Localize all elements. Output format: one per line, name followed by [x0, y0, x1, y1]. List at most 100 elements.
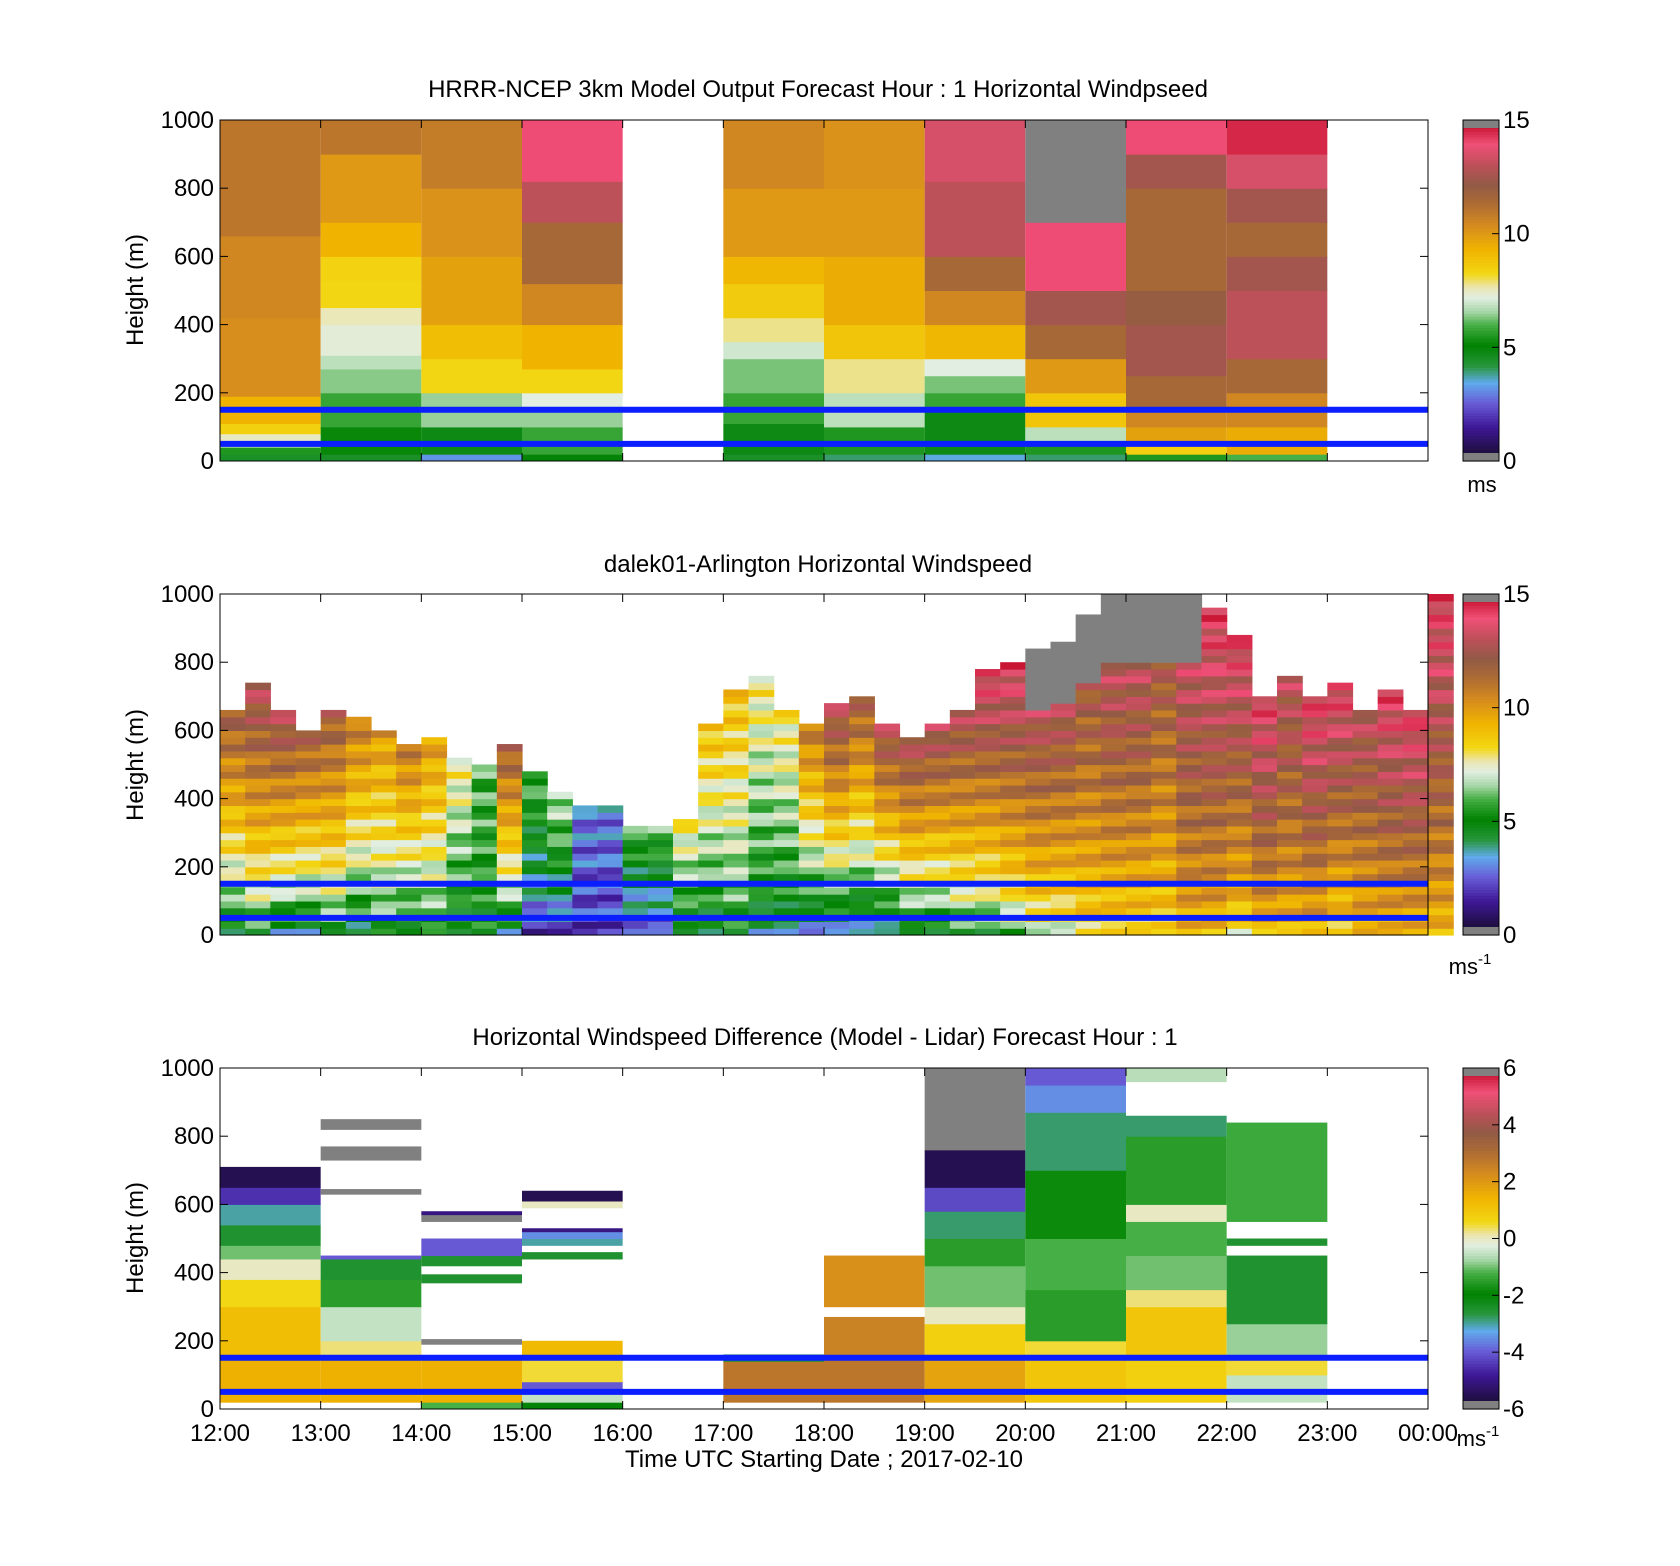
colorbar-segment: [1463, 358, 1499, 363]
panel-model-x-ticks: [219, 120, 1429, 461]
heatmap-cell: [547, 853, 573, 861]
colorbar-segment: [1463, 171, 1499, 175]
heatmap-cell: [1428, 669, 1454, 677]
heatmap-cell: [798, 771, 825, 779]
heatmap-cell: [874, 846, 901, 854]
colorbar-segment: [1463, 1079, 1499, 1083]
heatmap-cell: [220, 709, 246, 718]
heatmap-cell: [295, 921, 322, 929]
heatmap-cell: [1327, 682, 1354, 691]
heatmap-cell: [245, 778, 271, 786]
heatmap-cell: [899, 859, 926, 868]
heatmap-cell: [773, 784, 800, 793]
heatmap-cell: [824, 723, 850, 731]
heatmap-cell: [1100, 669, 1127, 677]
heatmap-cell: [1100, 846, 1127, 854]
heatmap-cell: [1025, 703, 1052, 711]
colorbar-tick-label: 4: [1503, 1112, 1516, 1139]
heatmap-cell: [245, 832, 271, 841]
heatmap-cell: [1075, 641, 1102, 650]
colorbar-segment: [1463, 733, 1499, 737]
heatmap-cell: [1377, 798, 1404, 807]
heatmap-cell: [1075, 675, 1102, 684]
heatmap-cell: [899, 819, 926, 827]
panel-lidar-ylabel: Height (m): [122, 709, 149, 821]
heatmap-cell: [245, 866, 271, 875]
heatmap-cell: [1377, 689, 1404, 697]
heatmap-cell: [773, 723, 800, 731]
heatmap-cell: [748, 784, 775, 793]
heatmap-cell: [446, 894, 473, 902]
heatmap-cell: [1277, 819, 1303, 827]
heatmap-cell: [1176, 689, 1203, 697]
heatmap-cell: [1201, 669, 1228, 677]
heatmap-cell: [798, 798, 825, 807]
heatmap-cell: [522, 120, 623, 182]
heatmap-cell: [471, 853, 498, 861]
colorbar-segment: [1463, 622, 1499, 626]
heatmap-cell: [1126, 1306, 1227, 1359]
heatmap-cell: [572, 866, 599, 875]
heatmap-cell: [1075, 873, 1102, 882]
heatmap-cell: [547, 887, 573, 895]
heatmap-cell: [1126, 1357, 1227, 1403]
colorbar-segment: [1463, 253, 1499, 257]
colorbar-segment: [1463, 710, 1499, 714]
heatmap-cell: [1025, 1238, 1126, 1291]
colorbar-segment: [1463, 145, 1499, 150]
colorbar-segment: [1463, 134, 1499, 138]
y-tick-label: 0: [201, 1396, 214, 1423]
heatmap-cell: [396, 764, 422, 772]
colorbar-segment: [1463, 878, 1499, 882]
heatmap-cell: [1050, 757, 1077, 766]
heatmap-cell: [345, 894, 372, 902]
heatmap-cell: [748, 819, 775, 827]
heatmap-cell: [320, 120, 422, 155]
heatmap-cell: [1327, 709, 1354, 718]
heatmap-cell: [1428, 709, 1454, 718]
colorbar-segment: [1463, 182, 1499, 186]
heatmap-cell: [899, 757, 926, 766]
heatmap-cell: [849, 709, 875, 718]
heatmap-cell: [1050, 703, 1077, 711]
heatmap-cell: [798, 873, 825, 882]
heatmap-cell: [975, 703, 1001, 711]
heatmap-cell: [849, 757, 875, 766]
y-tick-label: 800: [174, 649, 214, 676]
heatmap-cell: [1100, 805, 1127, 813]
heatmap-cell: [522, 846, 548, 854]
colorbar-tick-label: 6: [1503, 1055, 1516, 1082]
heatmap-cell: [748, 791, 775, 800]
colorbar-segment: [1463, 401, 1499, 405]
colorbar-segment: [1463, 827, 1499, 831]
heatmap-cell: [1428, 750, 1454, 759]
heatmap-cell: [496, 859, 523, 868]
heatmap-cell: [723, 188, 824, 257]
colorbar-segment: [1463, 1247, 1499, 1251]
heatmap-cell: [547, 866, 573, 875]
heatmap-cell: [798, 846, 825, 854]
heatmap-cell: [798, 907, 825, 916]
heatmap-cell: [949, 709, 976, 718]
heatmap-cell: [899, 778, 926, 786]
heatmap-cell: [1377, 737, 1404, 745]
heatmap-cell: [320, 778, 347, 786]
heatmap-cell: [849, 784, 875, 793]
heatmap-cell: [1126, 655, 1152, 663]
heatmap-cell: [723, 907, 750, 916]
heatmap-cell: [849, 839, 875, 847]
colorbar-segment: [1463, 1119, 1499, 1123]
panel-lidar-colorbar-unit: ms-1: [1449, 951, 1492, 979]
heatmap-cell: [295, 771, 322, 779]
heatmap-cell: [899, 805, 926, 813]
heatmap-cell: [1428, 607, 1454, 616]
heatmap-cell: [1327, 757, 1354, 766]
heatmap-cell: [949, 757, 976, 766]
heatmap-cell: [220, 900, 246, 909]
colorbar-segment: [1463, 361, 1499, 365]
heatmap-cell: [1176, 648, 1203, 656]
heatmap-cell: [295, 805, 322, 813]
heatmap-cell: [270, 784, 297, 793]
heatmap-cell: [1327, 737, 1354, 745]
heatmap-cell: [773, 750, 800, 759]
